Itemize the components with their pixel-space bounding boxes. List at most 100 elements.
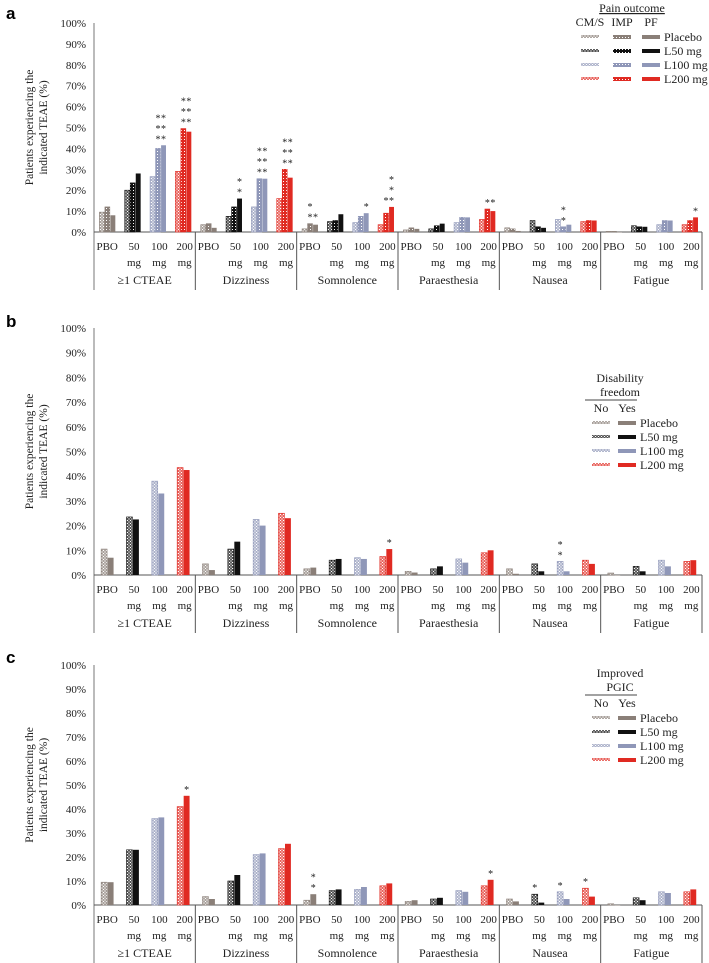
legend-entry-label: L200 mg bbox=[640, 458, 684, 472]
dose-label: 50 bbox=[433, 914, 445, 926]
bar bbox=[332, 220, 339, 233]
bar bbox=[531, 563, 539, 576]
legend-entry-label: Placebo bbox=[664, 30, 702, 44]
significance-star: * bbox=[288, 148, 293, 159]
significance-star: * bbox=[161, 113, 166, 124]
bar bbox=[453, 222, 460, 233]
bar bbox=[205, 223, 212, 233]
dose-unit-label: mg bbox=[254, 600, 269, 612]
bar bbox=[133, 519, 139, 575]
dose-label: 50 bbox=[331, 914, 343, 926]
legend-swatch bbox=[592, 449, 610, 452]
y-tick-label: 10% bbox=[66, 876, 86, 888]
bar bbox=[515, 230, 521, 232]
significance-marker: ** bbox=[282, 148, 293, 159]
bar bbox=[690, 889, 697, 905]
bar bbox=[560, 226, 567, 233]
legend-entry-label: L50 mg bbox=[664, 44, 702, 58]
dose-label: 50 bbox=[129, 914, 141, 926]
y-tick-label: 40% bbox=[66, 804, 86, 816]
significance-star: * bbox=[490, 198, 495, 209]
legend-title: Disability bbox=[596, 371, 643, 385]
bar bbox=[428, 228, 434, 233]
bar bbox=[313, 224, 318, 232]
bar bbox=[183, 470, 190, 575]
dose-label: 100 bbox=[658, 914, 675, 926]
bar bbox=[404, 901, 412, 906]
bar bbox=[430, 568, 437, 576]
bar bbox=[459, 217, 465, 233]
bar bbox=[262, 178, 268, 232]
bar bbox=[513, 573, 519, 575]
dose-unit-label: mg bbox=[279, 930, 294, 942]
y-axis-title-line: Patients experiencing the bbox=[24, 70, 36, 186]
bar bbox=[535, 226, 541, 233]
bar bbox=[687, 220, 693, 233]
legend-swatch bbox=[581, 49, 599, 52]
bar bbox=[158, 493, 165, 575]
bar bbox=[556, 561, 564, 576]
dose-label: 100 bbox=[556, 584, 573, 596]
bar bbox=[480, 885, 488, 906]
bar bbox=[151, 480, 159, 576]
dose-label: PBO bbox=[198, 914, 219, 926]
dose-unit-label: mg bbox=[583, 930, 598, 942]
dose-unit-label: mg bbox=[532, 257, 547, 269]
bar bbox=[234, 875, 241, 905]
bar bbox=[683, 891, 691, 906]
y-axis-title-line: indicated TEAE (%) bbox=[38, 404, 50, 498]
bar bbox=[582, 559, 589, 576]
legend-subgroup-label: IMP bbox=[611, 15, 633, 29]
y-tick-label: 20% bbox=[66, 521, 86, 533]
y-tick-label: 40% bbox=[66, 471, 86, 483]
bar bbox=[566, 224, 572, 232]
dose-label: 100 bbox=[252, 584, 269, 596]
dose-label: 200 bbox=[480, 241, 497, 253]
bar bbox=[437, 897, 443, 905]
dose-unit-label: mg bbox=[330, 930, 345, 942]
bar bbox=[605, 231, 612, 233]
dose-unit-label: mg bbox=[456, 930, 471, 942]
dose-label: 200 bbox=[582, 914, 599, 926]
y-tick-label: 100% bbox=[60, 660, 86, 672]
significance-star: * bbox=[558, 550, 563, 561]
legend-subgroup-label: CM/S bbox=[576, 15, 605, 29]
legend-swatch bbox=[592, 421, 610, 424]
significance-marker: * bbox=[237, 177, 242, 188]
dose-label: 200 bbox=[683, 584, 700, 596]
bar bbox=[256, 178, 263, 233]
dose-unit-label: mg bbox=[583, 600, 598, 612]
category-label: ≥1 CTEAE bbox=[118, 273, 172, 287]
significance-marker: ** bbox=[156, 134, 167, 145]
y-tick-label: 30% bbox=[66, 496, 86, 508]
significance-star: * bbox=[156, 124, 161, 135]
legend-entry-label: L100 mg bbox=[640, 739, 684, 753]
bar bbox=[658, 559, 665, 576]
dose-unit-label: mg bbox=[228, 600, 243, 612]
y-tick-label: 80% bbox=[66, 372, 86, 384]
y-axis-title: Patients experiencing the indicated TEAE … bbox=[24, 394, 50, 510]
bar bbox=[383, 212, 389, 233]
bar bbox=[389, 206, 394, 232]
significance-star: * bbox=[389, 175, 394, 186]
dose-unit-label: mg bbox=[482, 257, 497, 269]
legend-swatch bbox=[642, 35, 660, 39]
y-tick-label: 60% bbox=[66, 756, 86, 768]
dose-unit-label: mg bbox=[279, 257, 294, 269]
dose-label: 50 bbox=[230, 914, 242, 926]
significance-star: * bbox=[181, 107, 186, 118]
y-tick-label: 10% bbox=[66, 545, 86, 557]
dose-label: 200 bbox=[176, 914, 193, 926]
dose-unit-label: mg bbox=[659, 930, 674, 942]
significance-marker: * bbox=[488, 869, 493, 880]
dose-unit-label: mg bbox=[254, 930, 269, 942]
dose-label: PBO bbox=[603, 584, 624, 596]
bar bbox=[591, 220, 597, 232]
dose-unit-label: mg bbox=[684, 930, 699, 942]
dose-unit-label: mg bbox=[355, 600, 370, 612]
bar bbox=[363, 213, 369, 232]
legend-swatch bbox=[618, 716, 636, 720]
dose-label: 200 bbox=[176, 584, 193, 596]
bar bbox=[328, 890, 336, 906]
bar bbox=[234, 541, 241, 575]
